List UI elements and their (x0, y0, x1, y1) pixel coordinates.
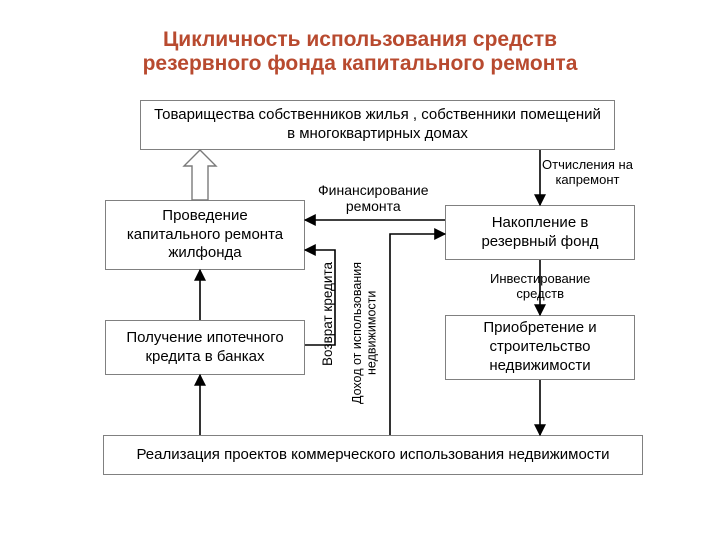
node-left2-label: Получение ипотечного кредита в банках (114, 329, 296, 367)
node-right1: Накопление в резервный фонд (445, 205, 635, 260)
edge-label-income: Доход от использования недвижимости (350, 262, 379, 404)
edge-label-deductions: Отчисления на капремонт (542, 158, 633, 188)
arrow-dohod (390, 234, 445, 435)
node-top: Товарищества собственников жилья , собст… (140, 100, 615, 150)
node-top-label: Товарищества собственников жилья , собст… (149, 106, 606, 144)
node-bottom-label: Реализация проектов коммерческого исполь… (136, 446, 609, 465)
diagram-stage: { "type": "flowchart", "canvas": { "widt… (0, 0, 720, 540)
diagram-title: Цикличность использования средств резерв… (0, 28, 720, 76)
node-left1: Проведение капитального ремонта жилфонда (105, 200, 305, 270)
edge-label-investment: Инвестирование средств (490, 272, 590, 302)
node-bottom: Реализация проектов коммерческого исполь… (103, 435, 643, 475)
node-left1-label: Проведение капитального ремонта жилфонда (114, 207, 296, 263)
hollow-arrow-left1-to-top (184, 150, 216, 200)
node-left2: Получение ипотечного кредита в банках (105, 320, 305, 375)
node-right2: Приобретение и строительство недвижимост… (445, 315, 635, 380)
edge-label-credit-return: Возврат кредита (320, 262, 336, 366)
node-right2-label: Приобретение и строительство недвижимост… (454, 319, 626, 375)
node-right1-label: Накопление в резервный фонд (454, 214, 626, 252)
edge-label-financing: Финансирование ремонта (318, 182, 429, 214)
